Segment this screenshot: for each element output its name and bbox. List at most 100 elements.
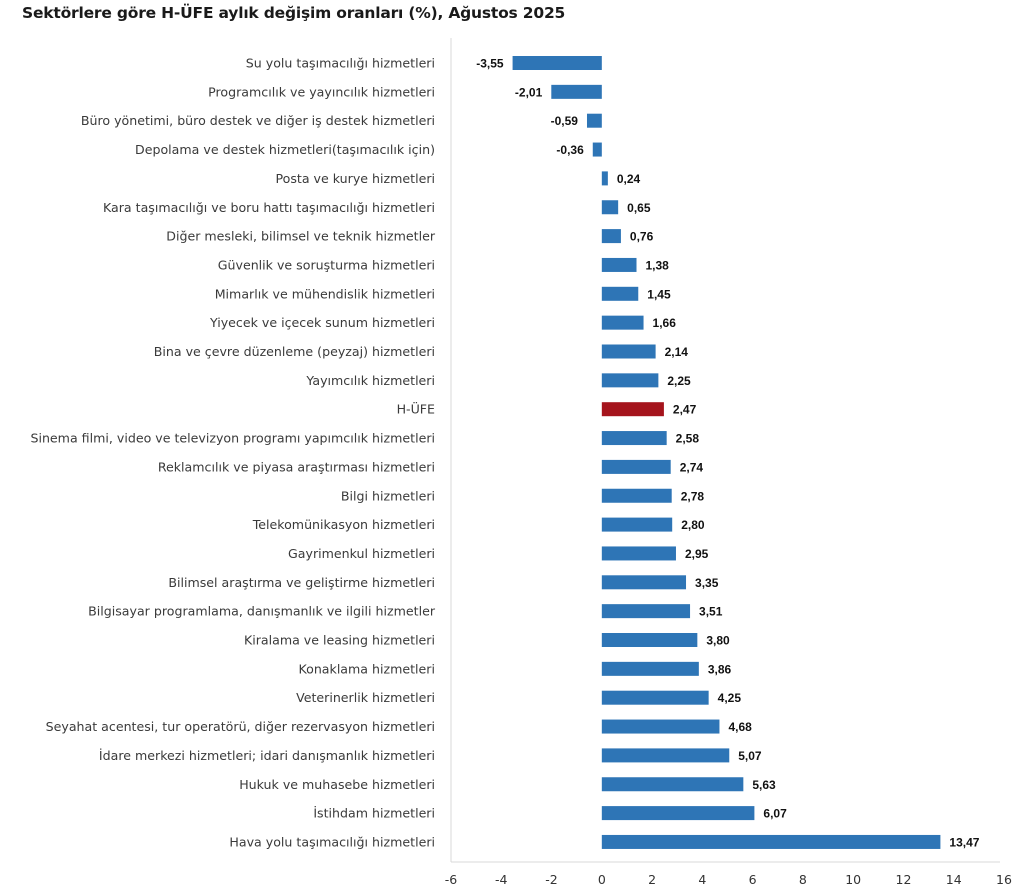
data-label: 3,86	[708, 662, 732, 676]
bar	[601, 459, 671, 474]
data-label: 0,24	[617, 172, 641, 186]
category-label: Programcılık ve yayıncılık hizmetleri	[208, 84, 435, 99]
category-labels: Su yolu taşımacılığı hizmetleri Programcı…	[30, 56, 435, 850]
data-label: 5,63	[752, 778, 776, 792]
category-label: Telekomünikasyon hizmetleri	[252, 517, 435, 532]
bar	[512, 56, 602, 70]
x-tick-label: 0	[598, 872, 606, 887]
data-label: 2,74	[680, 460, 704, 474]
category-label: Bilgisayar programlama, danışmanlık ve i…	[88, 604, 436, 619]
bar	[601, 200, 619, 215]
data-label: 2,95	[685, 547, 709, 561]
bar	[601, 719, 720, 734]
bar	[601, 344, 656, 359]
category-label: İstihdam hizmetleri	[313, 806, 435, 821]
x-tick-label: 16	[996, 872, 1012, 887]
x-tick-label: 6	[749, 872, 757, 887]
category-label: Bina ve çevre düzenleme (peyzaj) hizmetl…	[154, 344, 435, 359]
category-label: İdare merkezi hizmetleri; idari danışman…	[99, 748, 435, 763]
data-label: -3,55	[476, 57, 504, 71]
category-label: Güvenlik ve soruşturma hizmetleri	[218, 257, 435, 272]
category-label: Bilgi hizmetleri	[341, 488, 435, 503]
data-label: 3,51	[699, 605, 723, 619]
x-tick-label: 4	[698, 872, 706, 887]
bar	[601, 806, 755, 821]
bar	[601, 661, 699, 676]
bar	[601, 286, 639, 301]
data-label: -0,59	[551, 114, 579, 128]
category-label: Posta ve kurye hizmetleri	[275, 171, 435, 186]
data-label: 2,78	[681, 489, 705, 503]
category-label: Hava yolu taşımacılığı hizmetleri	[229, 834, 435, 849]
data-label: 2,80	[681, 518, 705, 532]
bars	[512, 56, 941, 849]
bar	[601, 546, 676, 561]
category-label: Yayımcılık hizmetleri	[305, 373, 435, 388]
x-tick-label: 8	[799, 872, 807, 887]
x-tick-label: 12	[896, 872, 912, 887]
x-tick-label: 10	[845, 872, 861, 887]
chart-title: Sektörlere göre H-ÜFE aylık değişim oran…	[22, 4, 566, 22]
axes	[450, 38, 1000, 863]
data-label: 0,76	[630, 230, 654, 244]
x-tick-label: -2	[545, 872, 557, 887]
bar	[601, 777, 744, 792]
category-label: Kara taşımacılığı ve boru hattı taşımacı…	[103, 200, 435, 215]
bar	[551, 84, 602, 99]
x-tick-label: -6	[445, 872, 458, 887]
bar	[601, 315, 644, 330]
data-label: 5,07	[738, 749, 762, 763]
bar	[601, 257, 637, 272]
category-label: Konaklama hizmetleri	[298, 661, 435, 676]
data-label: 4,25	[718, 691, 742, 705]
bar	[601, 604, 691, 619]
bar	[601, 575, 687, 590]
category-label: Veterinerlik hizmetleri	[296, 690, 435, 705]
bar	[586, 113, 602, 128]
bar	[601, 431, 667, 446]
bar	[601, 488, 672, 503]
category-label: Mimarlık ve mühendislik hizmetleri	[215, 286, 435, 301]
data-label: 1,45	[647, 287, 671, 301]
category-label: Sinema filmi, video ve televizyon progra…	[30, 431, 435, 446]
bar	[601, 229, 621, 244]
category-label: Hukuk ve muhasebe hizmetleri	[239, 777, 435, 792]
data-label: 2,25	[667, 374, 691, 388]
bar	[601, 834, 941, 849]
category-label: Depolama ve destek hizmetleri(taşımacılı…	[135, 142, 435, 157]
category-label: Diğer mesleki, bilimsel ve teknik hizmet…	[166, 229, 436, 244]
category-label: Gayrimenkul hizmetleri	[288, 546, 435, 561]
data-label: 6,07	[763, 807, 787, 821]
data-label: -2,01	[515, 85, 543, 99]
category-label: Bilimsel araştırma ve geliştirme hizmetl…	[168, 575, 435, 590]
data-label: 2,14	[665, 345, 689, 359]
category-label: Büro yönetimi, büro destek ve diğer iş d…	[81, 113, 435, 128]
bar	[601, 633, 698, 647]
category-label: Su yolu taşımacılığı hizmetleri	[246, 56, 435, 71]
data-label: -0,36	[556, 143, 584, 157]
category-label: H-ÜFE	[397, 401, 435, 417]
bar	[601, 748, 730, 763]
value-labels: -3,55 -2,01 -0,59 -0,36 0,24 0,65 0,76 1,38 1,45…	[476, 57, 980, 850]
data-label: 1,66	[653, 316, 677, 330]
data-label: 1,38	[646, 258, 670, 272]
category-label: Kiralama ve leasing hizmetleri	[244, 633, 435, 648]
category-label: Reklamcılık ve piyasa araştırması hizmet…	[158, 459, 435, 474]
data-label: 0,65	[627, 201, 651, 215]
data-label: 4,68	[728, 720, 752, 734]
data-label: 2,47	[673, 403, 697, 417]
x-tick-label: -4	[495, 872, 508, 887]
bar	[601, 171, 608, 186]
category-label: Yiyecek ve içecek sunum hizmetleri	[209, 315, 435, 330]
x-tick-label: 14	[946, 872, 962, 887]
data-label: 3,80	[706, 634, 730, 648]
bar	[601, 373, 659, 388]
category-label: Seyahat acentesi, tur operatörü, diğer r…	[46, 719, 435, 734]
x-tick-label: 2	[648, 872, 656, 887]
data-label: 2,58	[676, 432, 700, 446]
data-label: 13,47	[949, 835, 979, 849]
bar-highlight	[601, 402, 664, 417]
bar	[592, 142, 602, 157]
x-tick-labels: -6 -4 -2 0 2 4 6 8 10 12 14 16	[445, 872, 1012, 887]
